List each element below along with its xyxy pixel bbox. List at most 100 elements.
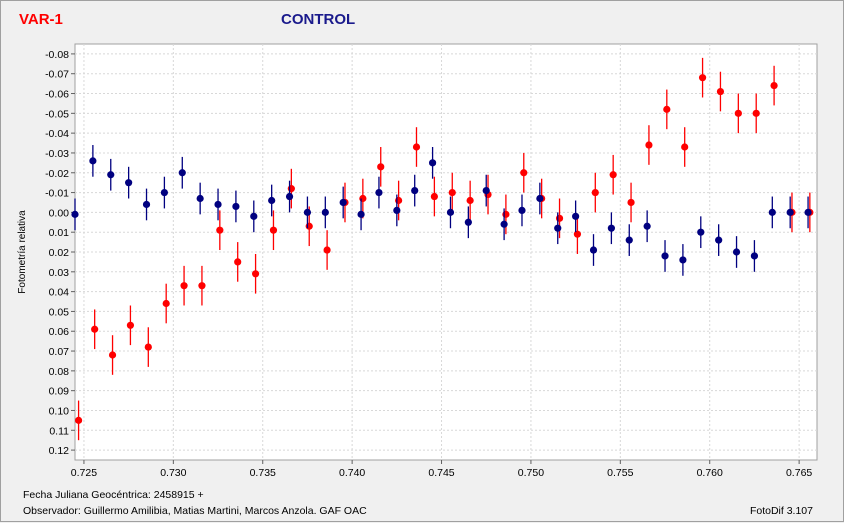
point-control [464, 218, 472, 226]
point-var [770, 82, 778, 90]
point-var [663, 105, 671, 113]
point-control [303, 208, 312, 216]
x-tick-label: 0.735 [250, 467, 276, 479]
point-control [750, 252, 759, 260]
y-axis-label: Fotometría relativa [17, 210, 28, 294]
y-tick-label: 0.02 [49, 247, 70, 259]
point-control [196, 194, 204, 203]
point-control [428, 159, 437, 167]
point-var [466, 196, 474, 205]
y-tick-label: 0.00 [49, 207, 70, 219]
point-control [107, 171, 115, 179]
point-control [321, 208, 329, 216]
point-control [554, 224, 562, 232]
y-tick-label: 0.06 [49, 326, 70, 338]
point-control [446, 208, 455, 216]
point-control [768, 208, 776, 216]
y-tick-label: 0.04 [49, 287, 70, 299]
point-control [89, 157, 97, 165]
x-tick-label: 0.750 [518, 467, 544, 479]
x-axis-caption: Fecha Juliana Geocéntrica: 2458915 + [23, 489, 204, 501]
point-var [395, 196, 403, 205]
point-control [572, 212, 580, 220]
point-control [357, 210, 365, 218]
point-control [786, 208, 794, 216]
point-control [536, 194, 544, 203]
x-tick-label: 0.740 [339, 467, 365, 479]
point-control [232, 202, 240, 211]
point-control [732, 248, 741, 256]
x-tick-label: 0.765 [786, 467, 812, 479]
point-var [234, 258, 242, 266]
point-control [482, 186, 490, 195]
point-control [607, 224, 615, 232]
point-control [375, 188, 383, 197]
point-control [393, 206, 401, 214]
y-tick-label: 0.08 [49, 366, 70, 378]
point-var [609, 171, 617, 179]
point-var [323, 246, 331, 254]
point-var [251, 270, 260, 278]
point-control [661, 252, 669, 260]
point-var [752, 109, 760, 117]
point-control [160, 188, 168, 197]
x-tick-label: 0.760 [697, 467, 723, 479]
y-tick-label: 0.09 [49, 386, 70, 398]
point-var [144, 343, 152, 351]
point-control [411, 186, 419, 195]
point-control [500, 220, 508, 228]
point-var [448, 188, 456, 197]
y-tick-label: 0.12 [49, 445, 70, 457]
point-control [643, 222, 651, 230]
point-var [520, 169, 528, 177]
y-tick-label: 0.07 [49, 346, 70, 358]
point-control [679, 256, 687, 264]
y-tick-label: -0.03 [45, 148, 69, 160]
point-var [627, 198, 635, 207]
point-control [285, 192, 294, 201]
point-control [589, 246, 598, 254]
y-tick-label: -0.01 [45, 188, 69, 200]
point-var [734, 109, 742, 117]
point-var [645, 141, 653, 149]
y-tick-label: 0.03 [49, 267, 70, 279]
software-version: FotoDif 3.107 [749, 505, 813, 517]
point-var [430, 192, 438, 201]
point-var [198, 282, 206, 290]
point-control [178, 169, 186, 177]
point-var [108, 351, 117, 359]
point-var [180, 282, 188, 290]
point-var [126, 321, 135, 329]
point-var [359, 194, 367, 203]
point-var [591, 188, 599, 197]
y-tick-label: -0.04 [45, 128, 69, 140]
point-control [625, 236, 633, 244]
y-tick-label: -0.06 [45, 89, 69, 101]
y-tick-label: 0.01 [49, 227, 70, 239]
point-var [305, 222, 313, 230]
x-tick-label: 0.725 [71, 467, 97, 479]
point-var [412, 143, 421, 151]
y-tick-label: -0.08 [45, 49, 69, 61]
observer-caption: Observador: Guillermo Amilibia, Matias M… [23, 505, 367, 517]
point-control [142, 200, 151, 209]
point-var [698, 74, 707, 82]
point-var [287, 185, 295, 193]
point-var [555, 214, 564, 222]
point-var [681, 143, 689, 151]
x-tick-label: 0.730 [160, 467, 186, 479]
y-tick-label: 0.05 [49, 306, 70, 318]
x-tick-label: 0.745 [428, 467, 454, 479]
point-control [268, 196, 276, 205]
point-var [216, 226, 224, 234]
y-tick-label: -0.07 [45, 69, 69, 81]
point-var [269, 226, 278, 234]
point-control [125, 179, 133, 187]
series-label-control: CONTROL [281, 11, 356, 28]
x-tick-label: 0.755 [607, 467, 633, 479]
point-var [377, 163, 385, 171]
series-label-var: VAR-1 [19, 11, 63, 28]
point-var [716, 87, 725, 96]
